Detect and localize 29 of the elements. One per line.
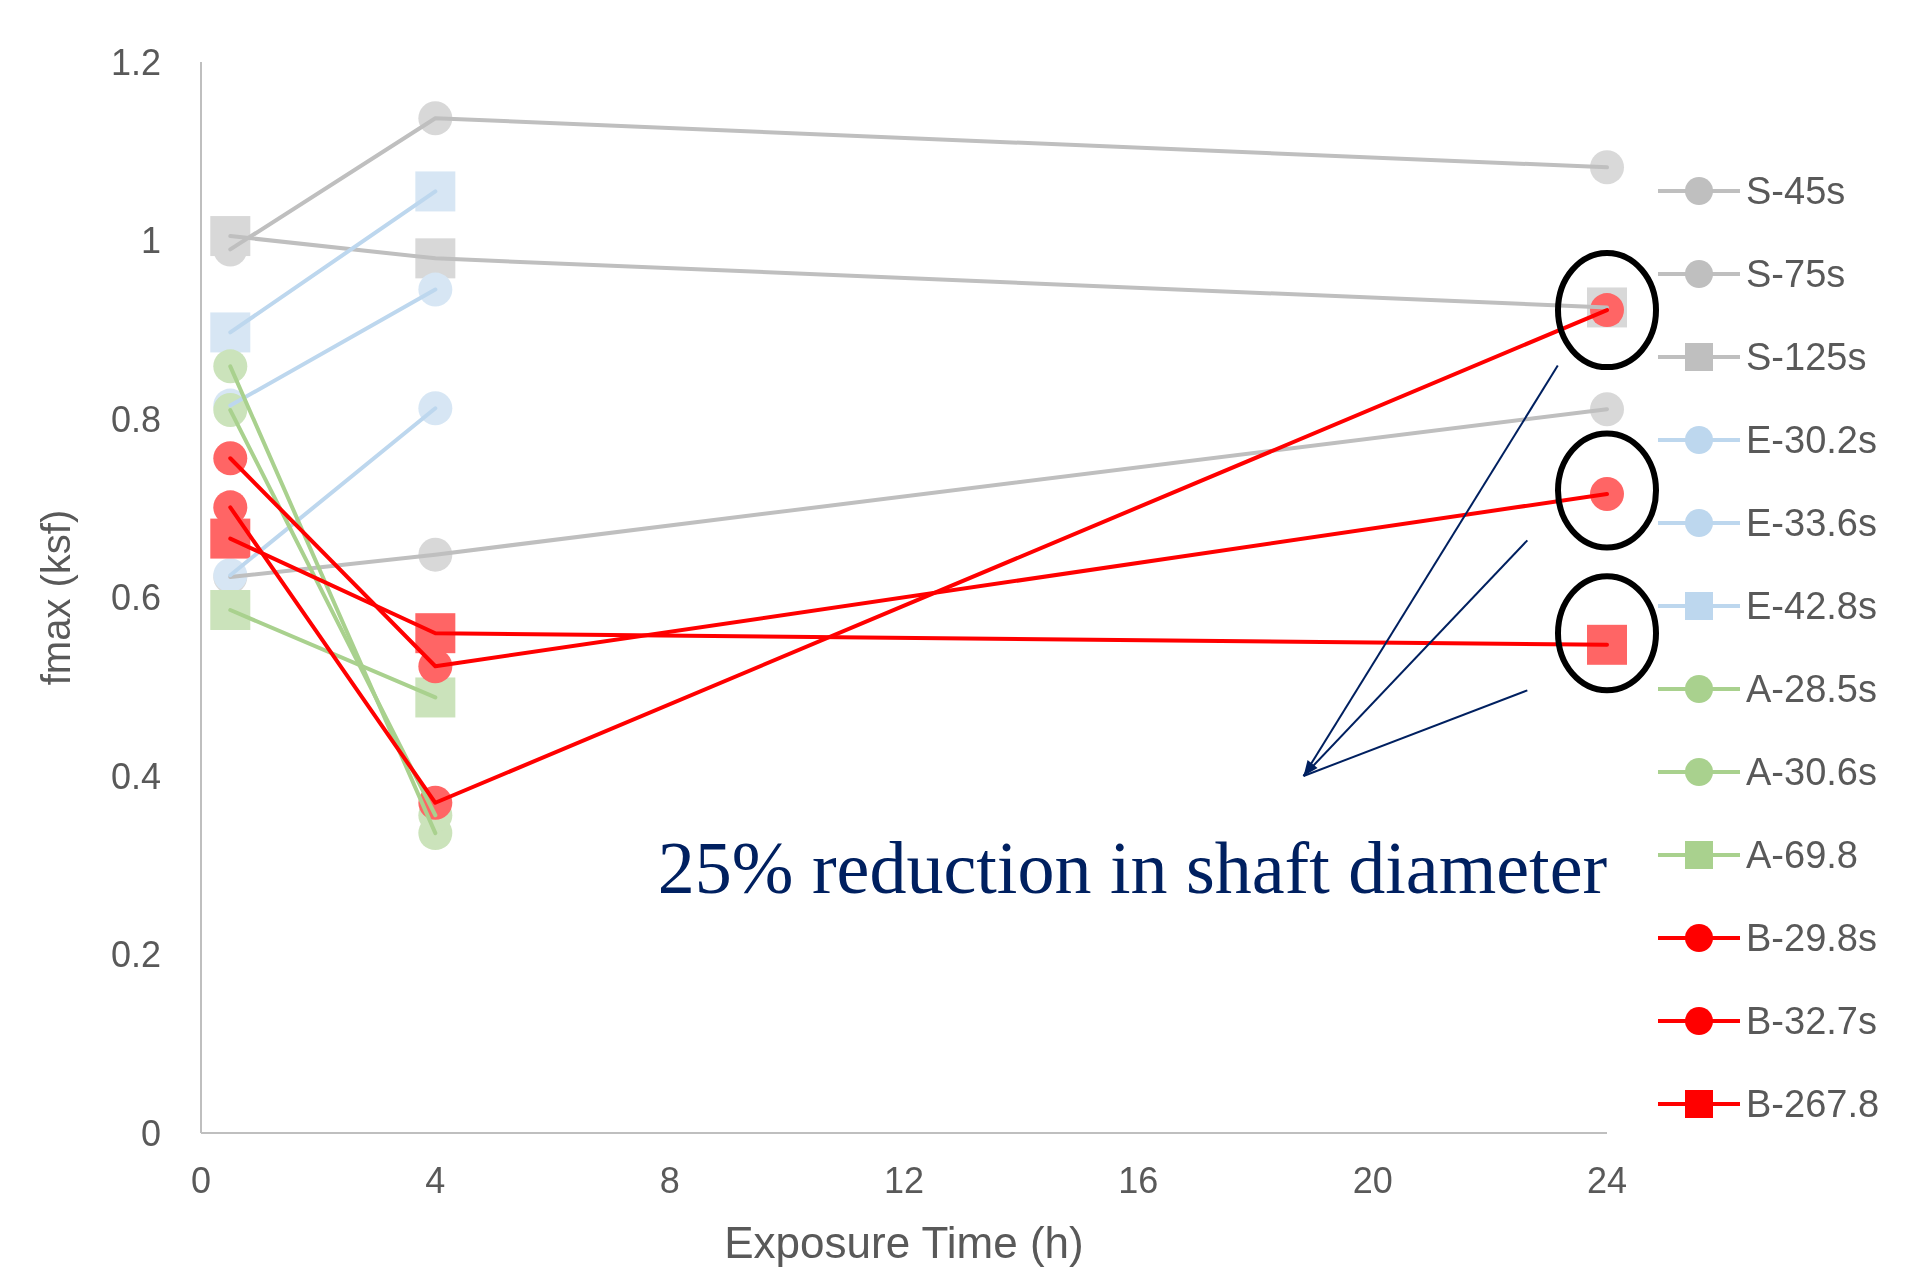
x-tick-label: 0	[190, 1160, 212, 1201]
legend-label: E-42.8s	[1746, 585, 1877, 627]
y-axis-title: fmax (ksf)	[34, 509, 78, 686]
x-axis-title: Exposure Time (h)	[724, 1218, 1084, 1267]
legend-label: A-30.6s	[1746, 751, 1877, 793]
y-tick-label: 0	[140, 1112, 161, 1154]
legend-label: A-69.8	[1746, 834, 1858, 876]
legend-label: B-267.8	[1746, 1083, 1880, 1125]
x-tick-label: 4	[425, 1160, 446, 1201]
legend-label: S-75s	[1746, 253, 1846, 295]
y-tick-label: 1.2	[110, 41, 161, 83]
annotation: 25% reduction in shaft diameter	[657, 827, 1608, 910]
legend-label: S-45s	[1746, 170, 1846, 212]
legend-label: A-28.5s	[1746, 668, 1877, 710]
legend-label: B-32.7s	[1746, 1000, 1877, 1042]
y-tick-label: 0.8	[110, 398, 161, 440]
y-tick-label: 0.6	[110, 577, 161, 618]
legend-label: B-29.8s	[1746, 917, 1877, 959]
x-tick-label: 24	[1586, 1160, 1628, 1201]
y-tick-label: 0.4	[110, 755, 161, 797]
x-tick-label: 12	[883, 1160, 925, 1201]
y-tick-label: 1	[140, 220, 161, 261]
y-tick-label: 0.2	[110, 934, 161, 975]
legend-label: E-30.2s	[1746, 419, 1877, 461]
x-tick-label: 16	[1118, 1160, 1159, 1201]
x-tick-label: 20	[1352, 1160, 1393, 1201]
legend-label: S-125s	[1746, 336, 1867, 378]
x-tick-label: 8	[659, 1160, 680, 1201]
legend-label: E-33.6s	[1746, 502, 1877, 544]
